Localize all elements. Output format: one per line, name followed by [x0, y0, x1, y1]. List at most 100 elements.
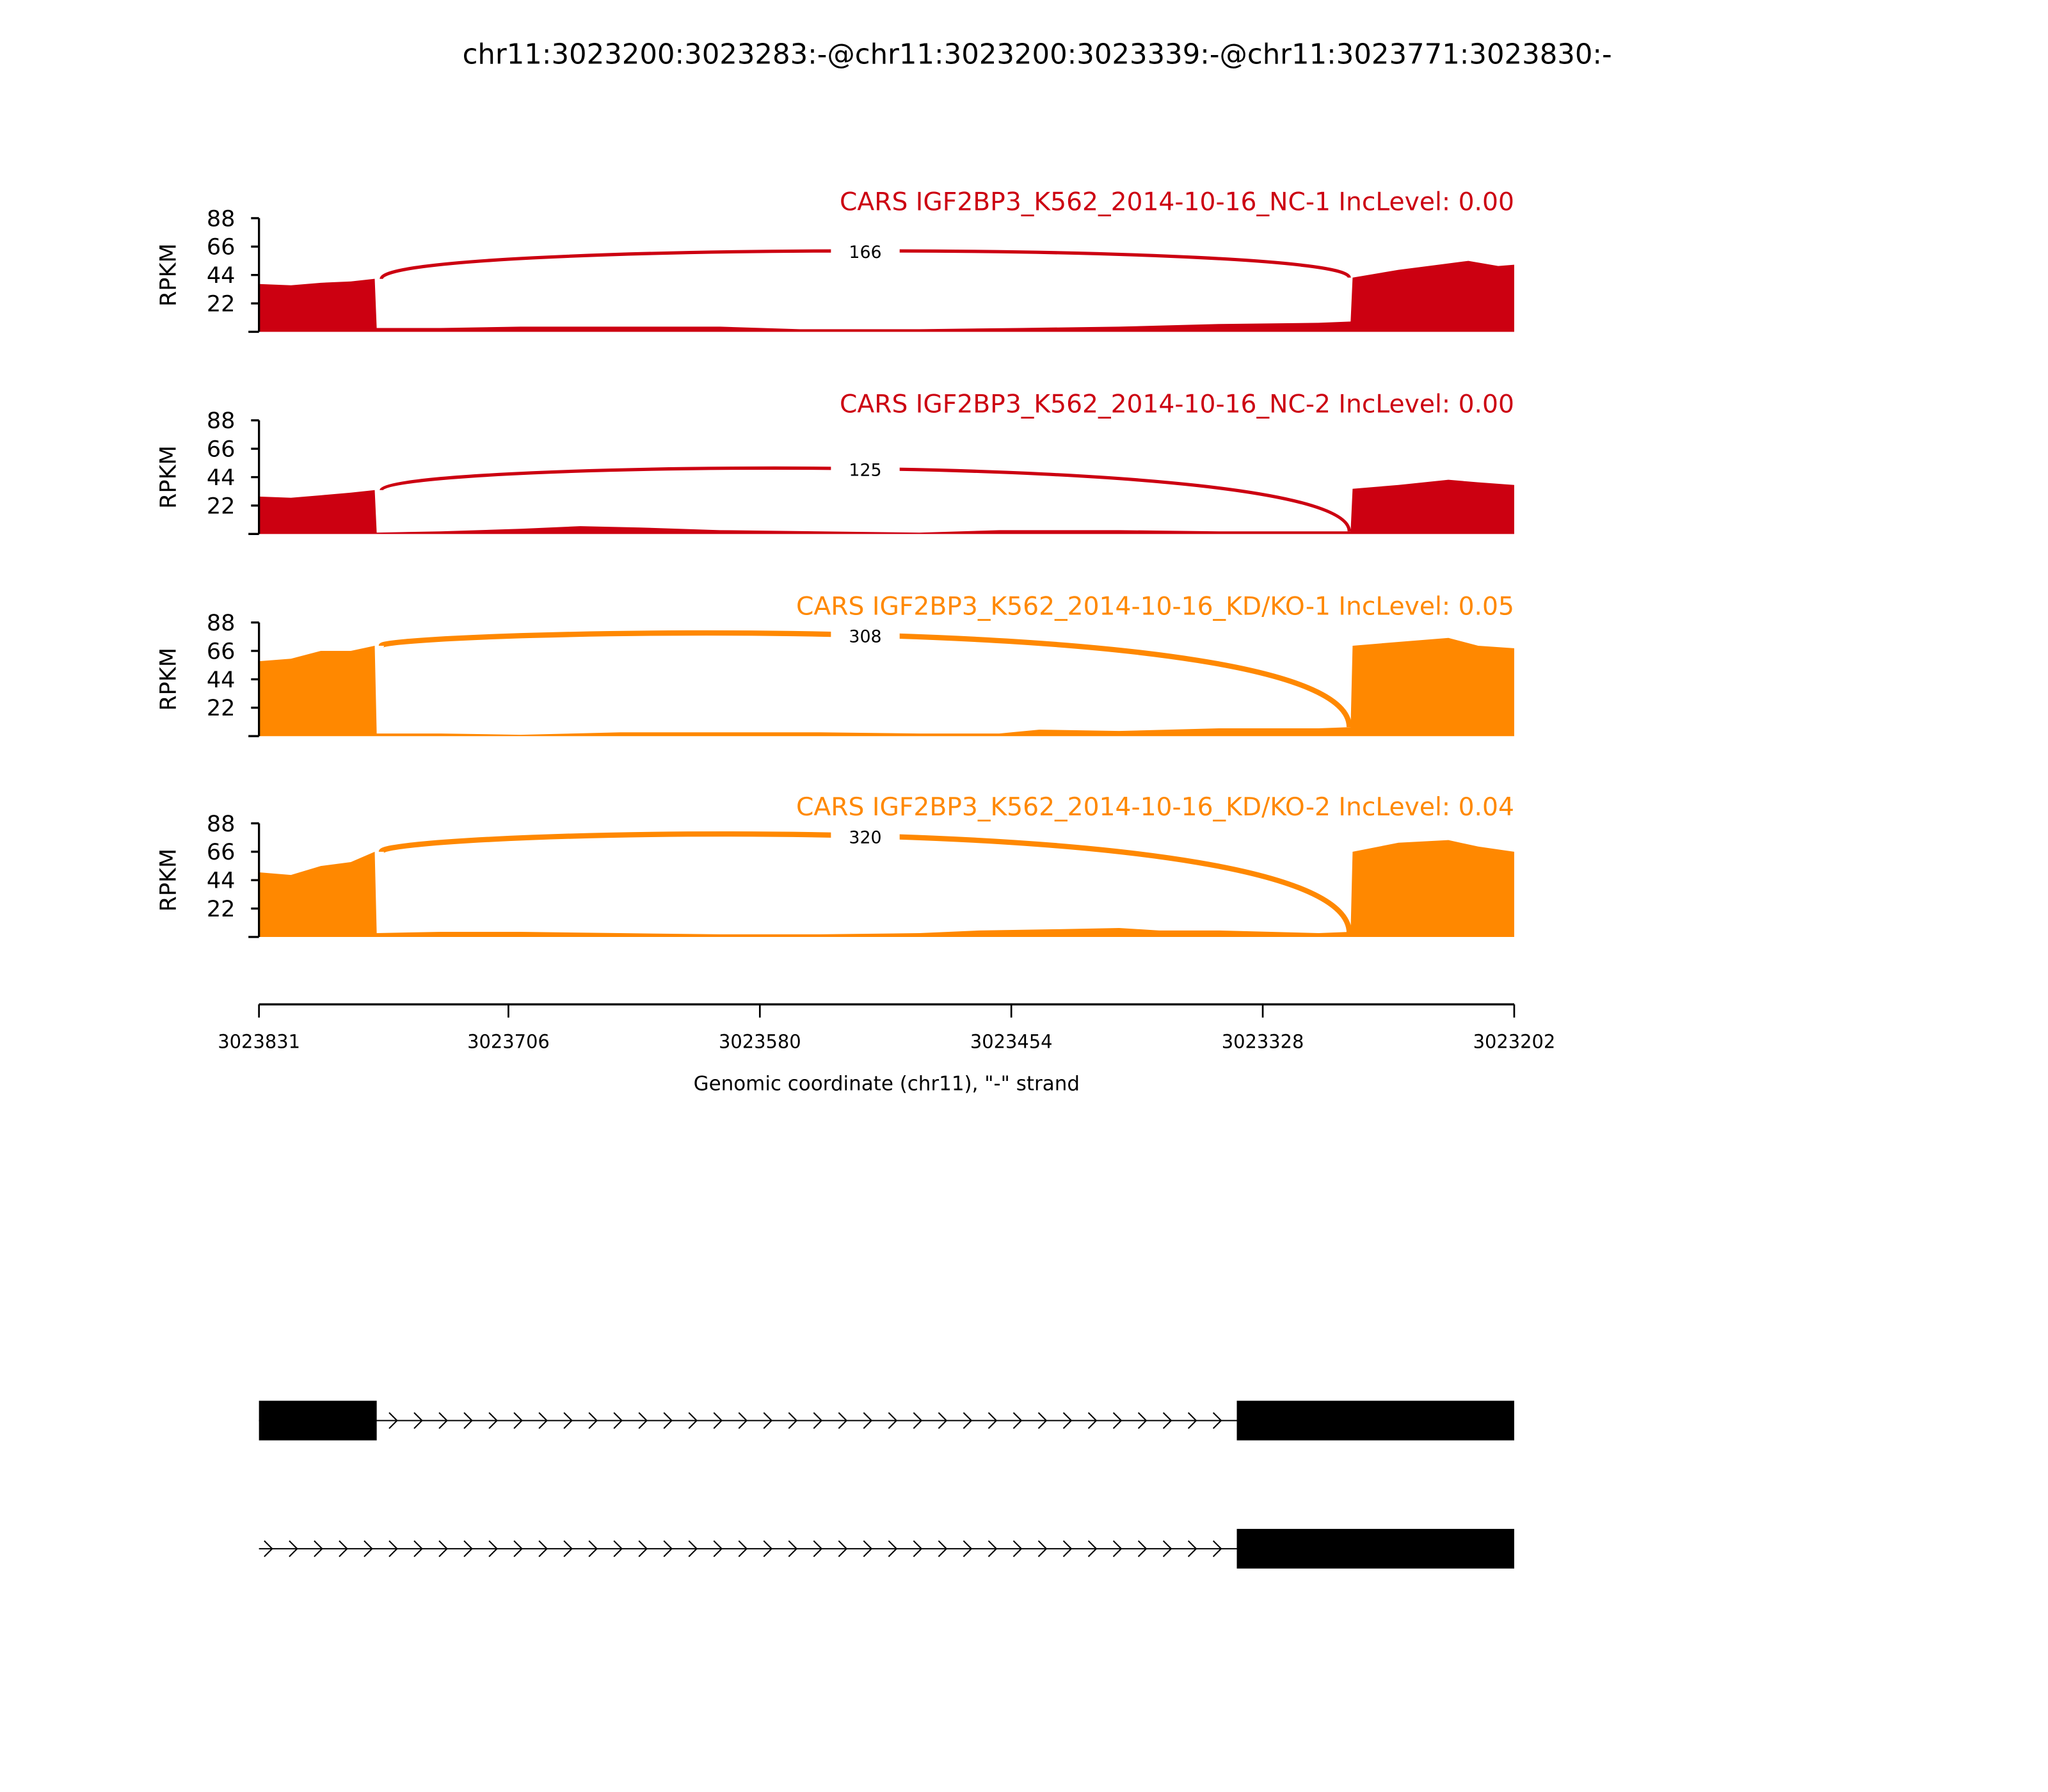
strand-arrow-icon	[1012, 1412, 1023, 1429]
strand-arrow-icon	[613, 1412, 623, 1429]
strand-arrow-icon	[763, 1412, 773, 1429]
sample-label: CARS IGF2BP3_K562_2014-10-16_NC-1 IncLev…	[840, 188, 1514, 217]
strand-arrow-icon	[913, 1412, 923, 1429]
junction-label-bg	[831, 237, 900, 265]
strand-arrow-icon	[1037, 1540, 1048, 1557]
strand-arrow-icon	[988, 1412, 998, 1429]
y-tick-label: 66	[207, 436, 236, 463]
sample-label: CARS IGF2BP3_K562_2014-10-16_KD/KO-2 Inc…	[796, 793, 1514, 822]
y-tick-label: 22	[207, 695, 236, 721]
strand-arrow-icon	[1062, 1412, 1073, 1429]
strand-arrow-icon	[1087, 1412, 1098, 1429]
gene-model	[259, 1528, 1514, 1569]
strand-arrow-icon	[1212, 1412, 1222, 1429]
y-axis-label: RPKM	[156, 648, 182, 711]
strand-arrow-icon	[963, 1540, 973, 1557]
coverage-area	[259, 840, 1514, 937]
strand-arrow-icon	[538, 1540, 548, 1557]
strand-arrow-icon	[863, 1412, 873, 1429]
y-tick-label: 22	[207, 493, 236, 519]
y-tick-label: 88	[207, 811, 236, 837]
x-tick-label: 3023454	[970, 1030, 1053, 1052]
coverage-area	[259, 260, 1514, 332]
strand-arrow-icon	[1137, 1540, 1148, 1557]
x-axis-label: Genomic coordinate (chr11), "-" strand	[694, 1072, 1080, 1095]
sample-label: CARS IGF2BP3_K562_2014-10-16_NC-2 IncLev…	[840, 390, 1514, 419]
sample-label: CARS IGF2BP3_K562_2014-10-16_KD/KO-1 Inc…	[796, 592, 1514, 621]
exon-block	[259, 1400, 377, 1441]
exon-block	[1236, 1400, 1514, 1441]
y-tick-label: 88	[207, 610, 236, 636]
strand-arrow-icon	[738, 1540, 748, 1557]
strand-arrow-icon	[1112, 1540, 1123, 1557]
strand-arrow-icon	[938, 1412, 948, 1429]
y-tick-label: 66	[207, 234, 236, 260]
strand-arrow-icon	[1212, 1540, 1222, 1557]
y-tick-label: 44	[207, 868, 236, 894]
strand-arrow-icon	[488, 1412, 498, 1429]
y-tick-label: 44	[207, 667, 236, 693]
strand-arrow-icon	[588, 1412, 598, 1429]
strand-arrow-icon	[513, 1540, 523, 1557]
y-tick-label: 88	[207, 205, 236, 232]
exon-block	[1236, 1528, 1514, 1569]
junction-count: 166	[849, 243, 881, 262]
y-tick-label: 44	[207, 465, 236, 491]
strand-arrow-icon	[663, 1540, 673, 1557]
strand-arrow-icon	[813, 1412, 823, 1429]
strand-arrow-icon	[1162, 1412, 1172, 1429]
junction-label-bg	[831, 622, 900, 649]
strand-arrow-icon	[738, 1412, 748, 1429]
y-tick-label: 22	[207, 291, 236, 317]
strand-arrow-icon	[1062, 1540, 1073, 1557]
strand-arrow-icon	[463, 1412, 473, 1429]
strand-arrow-icon	[1162, 1540, 1172, 1557]
strand-arrow-icon	[713, 1540, 723, 1557]
y-axis-label: RPKM	[156, 445, 182, 509]
strand-arrow-icon	[314, 1540, 323, 1557]
strand-arrow-icon	[813, 1540, 823, 1557]
strand-arrow-icon	[963, 1412, 973, 1429]
strand-arrow-icon	[1012, 1540, 1023, 1557]
strand-arrow-icon	[988, 1540, 998, 1557]
gene-model	[259, 1400, 1514, 1441]
strand-arrow-icon	[364, 1540, 373, 1557]
strand-arrow-icon	[688, 1540, 698, 1557]
strand-arrow-icon	[1037, 1412, 1048, 1429]
strand-arrow-icon	[438, 1540, 448, 1557]
strand-arrow-icon	[1187, 1540, 1197, 1557]
y-tick-label: 22	[207, 896, 236, 922]
strand-arrow-icon	[1112, 1412, 1123, 1429]
strand-arrow-icon	[788, 1540, 798, 1557]
strand-arrow-icon	[538, 1412, 548, 1429]
y-tick-label: 66	[207, 839, 236, 865]
strand-arrow-icon	[1137, 1412, 1148, 1429]
strand-arrow-icon	[1187, 1412, 1197, 1429]
strand-arrow-icon	[838, 1540, 848, 1557]
strand-arrow-icon	[663, 1412, 673, 1429]
x-tick-label: 3023580	[719, 1030, 801, 1052]
strand-arrow-icon	[763, 1540, 773, 1557]
coverage-area	[259, 637, 1514, 737]
strand-arrow-icon	[438, 1412, 448, 1429]
strand-arrow-icon	[563, 1412, 573, 1429]
strand-arrow-icon	[413, 1412, 423, 1429]
strand-arrow-icon	[638, 1540, 648, 1557]
y-axis-label: RPKM	[156, 243, 182, 307]
strand-arrow-icon	[888, 1540, 898, 1557]
strand-arrow-icon	[613, 1540, 623, 1557]
strand-arrow-icon	[563, 1540, 573, 1557]
strand-arrow-icon	[838, 1412, 848, 1429]
junction-count: 125	[849, 460, 881, 480]
x-tick-label: 3023328	[1222, 1030, 1304, 1052]
coverage-area	[259, 479, 1514, 534]
strand-arrow-icon	[688, 1412, 698, 1429]
y-tick-label: 44	[207, 262, 236, 289]
strand-arrow-icon	[638, 1412, 648, 1429]
strand-arrow-icon	[588, 1540, 598, 1557]
